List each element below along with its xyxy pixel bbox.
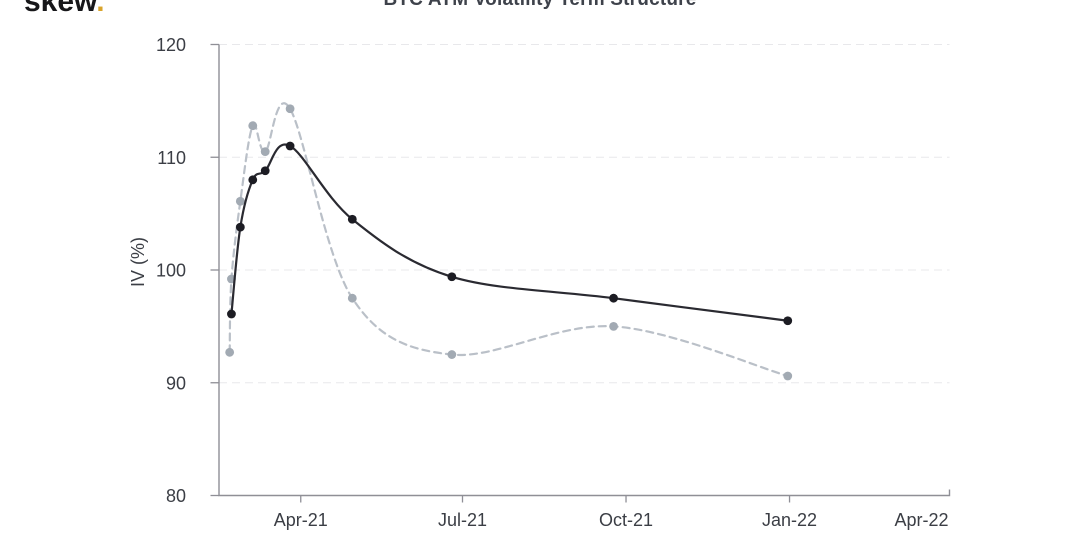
data-point-solid[interactable] bbox=[447, 272, 457, 282]
x-tick-label: Apr-21 bbox=[274, 510, 328, 530]
skew-logo: skew. bbox=[24, 0, 105, 17]
data-point-dashed[interactable] bbox=[285, 104, 295, 114]
data-point-solid[interactable] bbox=[235, 222, 245, 232]
x-tick-label: Jul-21 bbox=[438, 510, 487, 530]
x-tick-label: Jan-22 bbox=[762, 510, 817, 530]
data-point-dashed[interactable] bbox=[347, 293, 357, 303]
y-axis-title: IV (%) bbox=[128, 237, 148, 287]
y-tick-label: 110 bbox=[157, 148, 186, 168]
x-tick-label: Apr-22 bbox=[894, 510, 948, 530]
data-point-dashed[interactable] bbox=[447, 350, 457, 359]
data-point-dashed[interactable] bbox=[260, 147, 270, 157]
data-point-solid[interactable] bbox=[783, 316, 793, 326]
data-point-dashed[interactable] bbox=[235, 196, 245, 206]
skew-logo-dot: . bbox=[96, 0, 105, 18]
data-point-dashed[interactable] bbox=[783, 371, 793, 381]
y-tick-label: 90 bbox=[166, 373, 186, 393]
data-point-solid[interactable] bbox=[285, 141, 295, 151]
data-point-dashed[interactable] bbox=[609, 321, 618, 331]
data-point-dashed[interactable] bbox=[248, 121, 258, 131]
series-line-dashed bbox=[228, 102, 789, 378]
x-tick-label: Oct-21 bbox=[599, 510, 653, 530]
y-tick-label: 80 bbox=[166, 486, 186, 506]
y-tick-label: 100 bbox=[156, 261, 186, 281]
data-point-solid[interactable] bbox=[248, 175, 258, 185]
data-point-solid[interactable] bbox=[609, 293, 618, 303]
y-tick-label: 120 bbox=[156, 35, 186, 55]
skew-logo-text: skew bbox=[24, 0, 97, 18]
data-point-dashed[interactable] bbox=[225, 347, 235, 357]
data-point-solid[interactable] bbox=[260, 166, 270, 176]
series-line-solid bbox=[230, 143, 789, 322]
data-point-solid[interactable] bbox=[227, 309, 236, 319]
chart-title: BTC ATM Volatility Term Structure bbox=[0, 0, 1080, 9]
data-point-solid[interactable] bbox=[347, 214, 357, 224]
